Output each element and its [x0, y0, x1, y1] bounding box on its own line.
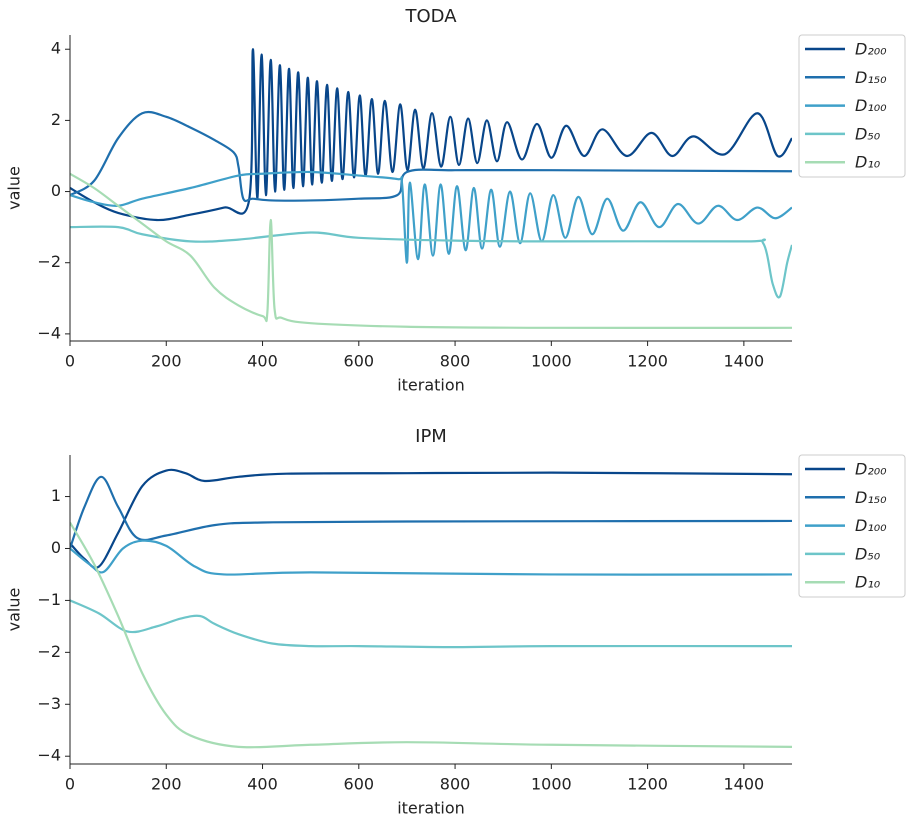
y-tick-label: −3 — [37, 694, 61, 713]
legend-label: D₁₀ — [855, 573, 881, 592]
y-tick-label: 0 — [51, 181, 61, 200]
x-tick-label: 200 — [151, 775, 182, 794]
series-line — [70, 225, 792, 299]
x-tick-label: 0 — [65, 352, 75, 371]
series-line — [70, 539, 792, 576]
x-tick-label: 400 — [247, 352, 278, 371]
y-axis-label: value — [5, 166, 24, 210]
series-line — [70, 172, 792, 330]
x-tick-label: 400 — [247, 775, 278, 794]
y-tick-label: −4 — [37, 323, 61, 342]
legend-label: D₁₀ — [855, 153, 881, 172]
y-tick-label: 0 — [51, 538, 61, 557]
x-tick-label: 1000 — [531, 775, 572, 794]
x-tick-label: 800 — [440, 775, 471, 794]
legend-label: D₁₀₀ — [855, 516, 887, 535]
y-tick-label: 2 — [51, 110, 61, 129]
y-tick-label: −4 — [37, 746, 61, 765]
chart-title: IPM — [415, 426, 447, 447]
y-tick-label: 4 — [51, 39, 61, 58]
x-tick-label: 1200 — [627, 352, 668, 371]
legend-frame — [798, 34, 906, 178]
legend-label: D₁₀₀ — [855, 96, 887, 115]
y-tick-label: 1 — [51, 486, 61, 505]
legend-label: D₅₀ — [855, 544, 881, 563]
legend: D₂₀₀ D₁₅₀ D₁₀₀ D₅₀ D₁₀ — [798, 34, 906, 178]
series-line — [70, 48, 792, 222]
series-line — [70, 599, 792, 649]
x-axis-label: iteration — [397, 799, 465, 818]
chart-title: TODA — [404, 6, 457, 27]
x-tick-label: 1400 — [724, 775, 765, 794]
series-line — [70, 110, 792, 203]
x-tick-label: 1200 — [627, 775, 668, 794]
legend-label: D₁₅₀ — [855, 488, 887, 507]
x-tick-label: 600 — [344, 352, 375, 371]
legend: D₂₀₀ D₁₅₀ D₁₀₀ D₅₀ D₁₀ — [798, 454, 906, 598]
x-tick-label: 1400 — [724, 352, 765, 371]
x-tick-label: 200 — [151, 352, 182, 371]
legend-label: D₂₀₀ — [855, 40, 887, 59]
x-axis-label: iteration — [397, 376, 465, 395]
series-line — [70, 468, 792, 569]
legend-label: D₅₀ — [855, 124, 881, 143]
legend-frame — [798, 454, 906, 598]
x-tick-label: 600 — [344, 775, 375, 794]
y-tick-label: −2 — [37, 642, 61, 661]
y-tick-label: −2 — [37, 252, 61, 271]
series-line — [70, 521, 792, 749]
series-line — [70, 475, 792, 549]
series-line — [70, 170, 792, 264]
x-tick-label: 0 — [65, 775, 75, 794]
x-tick-label: 1000 — [531, 352, 572, 371]
y-axis-label: value — [5, 588, 24, 632]
y-tick-label: −1 — [37, 590, 61, 609]
x-tick-label: 800 — [440, 352, 471, 371]
legend-label: D₂₀₀ — [855, 460, 887, 479]
legend-label: D₁₅₀ — [855, 68, 887, 87]
